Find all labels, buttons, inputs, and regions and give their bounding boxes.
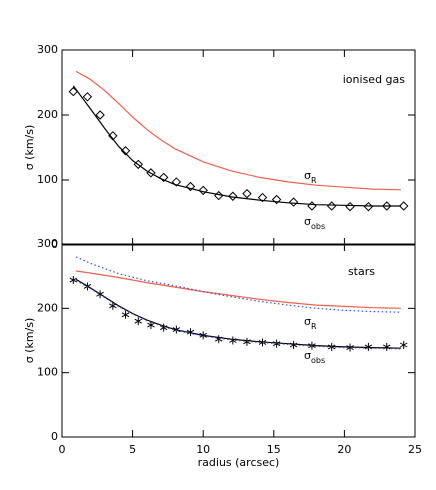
x-tick-label: 25 (408, 443, 422, 456)
curve (76, 270, 401, 309)
data-point (69, 276, 78, 285)
curve (75, 256, 401, 313)
y-tick-label: 200 (37, 301, 58, 314)
data-point (363, 201, 374, 212)
data-point (214, 335, 223, 344)
data-point (307, 201, 317, 211)
diamond-marker (363, 201, 374, 212)
asterisk-stroke (147, 322, 155, 328)
data-point (109, 301, 117, 310)
data-point (382, 201, 392, 211)
annotation: stars (348, 265, 375, 278)
data-point (398, 201, 409, 211)
x-tick-label: 20 (337, 443, 351, 456)
diamond-marker (95, 110, 105, 120)
data-point (171, 177, 182, 187)
x-tick-label: 5 (129, 443, 136, 456)
data-point (121, 310, 130, 319)
data-point (120, 146, 131, 156)
data-point (326, 201, 337, 211)
y-tick-label: 300 (37, 237, 58, 250)
curve (72, 85, 401, 207)
diamond-marker (228, 191, 238, 201)
y-tick-label: 0 (51, 238, 58, 251)
data-point (345, 201, 355, 212)
annotation: ionised gas (343, 73, 406, 86)
curve (75, 70, 401, 191)
curve-label-symbol: σ (304, 169, 311, 182)
y-tick-label: 100 (37, 173, 58, 186)
x-axis-label: radius (arcsec) (198, 456, 280, 469)
curve-label: σR (304, 169, 317, 185)
asterisk-stroke (272, 341, 281, 347)
y-axis-label: σ (km/s) (23, 125, 36, 171)
curve-label-symbol: σ (304, 315, 311, 328)
curve-label: σobs (304, 215, 325, 231)
data-point (147, 321, 155, 330)
diamond-marker (326, 201, 337, 211)
y-tick-label: 100 (37, 366, 58, 379)
data-point (158, 172, 169, 183)
diamond-marker (120, 146, 131, 156)
data-point (242, 188, 252, 199)
diamond-marker (271, 194, 282, 205)
diamond-marker (382, 201, 392, 211)
x-tick-label: 0 (59, 443, 66, 456)
curve-label-subscript: R (311, 322, 317, 331)
diamond-marker (257, 192, 268, 203)
data-point (95, 110, 105, 120)
curve-label-subscript: obs (311, 222, 325, 231)
curve-label: σR (304, 315, 317, 331)
data-point (257, 192, 268, 203)
x-tick-label: 15 (267, 443, 281, 456)
x-tick-label: 10 (196, 443, 210, 456)
plot-frame (61, 243, 416, 438)
plot-frame (61, 49, 416, 246)
diamond-marker (307, 201, 317, 211)
y-tick-label: 0 (51, 430, 58, 443)
curve-label-symbol: σ (304, 215, 311, 228)
diamond-marker (158, 172, 169, 183)
curve-label-subscript: R (311, 176, 317, 185)
diamond-marker (185, 181, 196, 192)
asterisk-stroke (134, 318, 142, 324)
diamond-marker (345, 201, 355, 212)
diamond-marker (288, 197, 299, 207)
asterisk-stroke (109, 303, 117, 309)
asterisk-stroke (69, 277, 78, 283)
data-point (271, 194, 282, 205)
curve-label: σobs (304, 349, 325, 365)
y-axis-label: σ (km/s) (23, 318, 36, 364)
data-point (198, 185, 208, 196)
data-point (82, 92, 93, 102)
diamond-marker (398, 201, 409, 211)
diamond-marker (198, 185, 208, 196)
data-point (399, 341, 408, 350)
data-point (288, 197, 299, 207)
data-point (383, 342, 391, 351)
diamond-marker (242, 188, 252, 199)
curve-label-symbol: σ (304, 349, 311, 362)
y-tick-label: 200 (37, 108, 58, 121)
curve-label-subscript: obs (311, 356, 325, 365)
diamond-marker (82, 92, 93, 102)
asterisk-stroke (399, 342, 408, 348)
y-tick-label: 300 (37, 43, 58, 56)
curve (75, 280, 401, 350)
asterisk-stroke (121, 312, 130, 318)
diamond-marker (171, 177, 182, 187)
data-point (228, 191, 238, 201)
data-point (134, 317, 142, 326)
data-point (185, 181, 196, 192)
